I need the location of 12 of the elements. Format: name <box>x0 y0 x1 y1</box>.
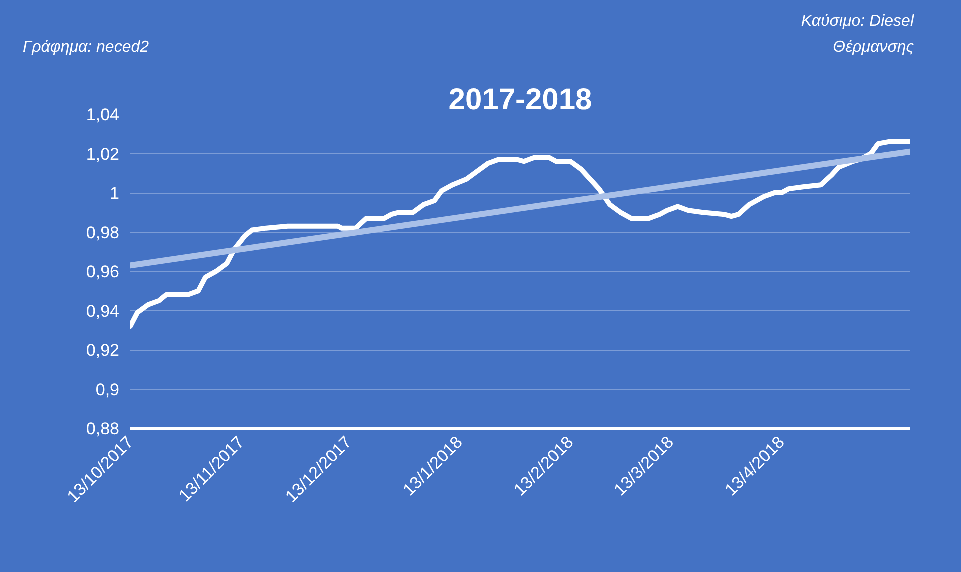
y-tick-label: 1,04 <box>86 106 120 124</box>
y-tick-label: 0,94 <box>86 302 120 321</box>
y-tick-label: 0,96 <box>86 262 120 282</box>
y-tick-label: 0,9 <box>96 380 120 400</box>
y-tick-label: 0,98 <box>86 223 120 242</box>
text: Καύσιμο: Diesel Θέρμανσης <box>801 12 914 58</box>
y-tick-label: 1,02 <box>86 144 120 164</box>
text: Γράφημα: neced2 <box>23 38 150 58</box>
y-tick-label: 1 <box>110 184 120 203</box>
y-tick-label: 0,88 <box>86 420 120 438</box>
y-tick-label: 0,92 <box>86 341 120 360</box>
chart-title: 2017-2018 <box>448 84 592 116</box>
